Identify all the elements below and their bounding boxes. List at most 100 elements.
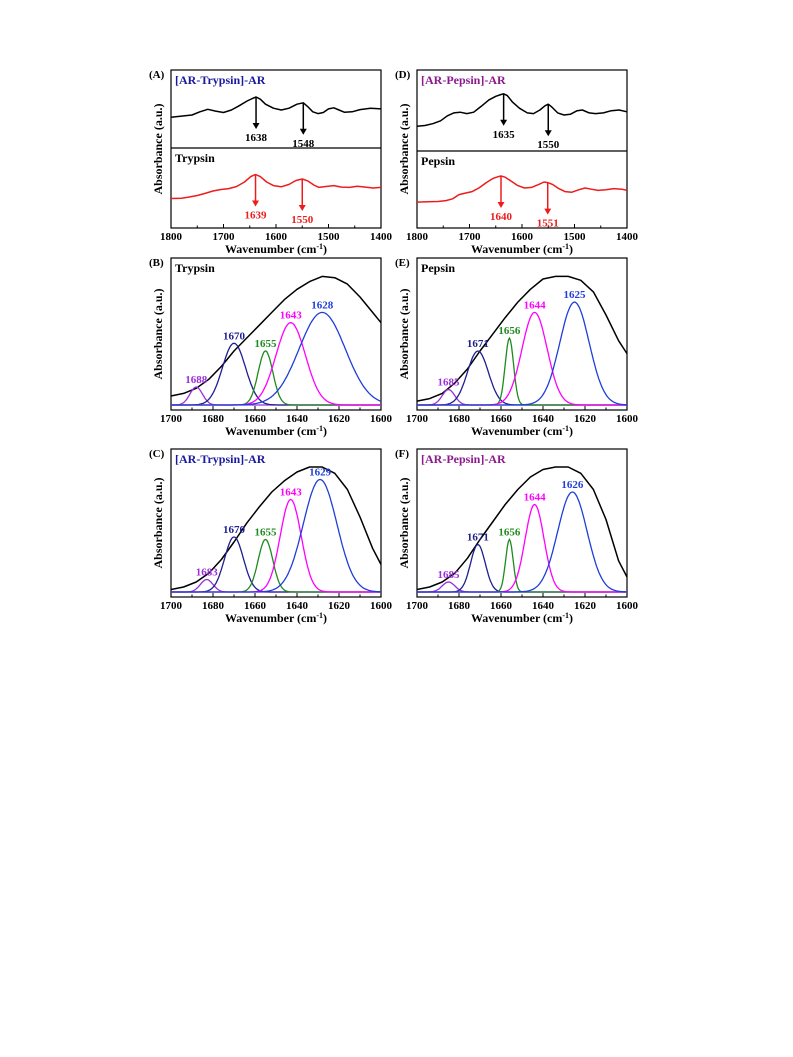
x-tick-label: 1800 <box>160 231 183 243</box>
panel-D: (D) 1800 1700 1600 1500 1400 Wavenumber (cm-1)… <box>395 69 639 256</box>
band-1685 <box>417 581 627 593</box>
peak-label: 1638 <box>245 132 268 144</box>
panel-C: (C) 1700 1680 1660 1640 1620 1600 Wavenumber (c… <box>149 448 393 625</box>
x-axis-label: Wavenumber (cm-1) <box>225 424 327 438</box>
peak-label: 1635 <box>493 129 516 141</box>
band-label: 1671 <box>467 338 489 350</box>
x-tick-label: 1600 <box>511 231 534 243</box>
peak-label: 1548 <box>292 138 315 150</box>
y-axis-label: Absorbance (a.u.) <box>151 477 165 568</box>
band-label: 1685 <box>438 569 461 581</box>
series-name: Trypsin <box>175 151 215 165</box>
peak-arrowhead <box>299 128 307 135</box>
x-tick-label: 1640 <box>286 413 309 425</box>
band-label: 1626 <box>561 479 584 491</box>
x-tick-label: 1640 <box>532 413 555 425</box>
series-line <box>416 175 628 203</box>
x-tick-label: 1600 <box>265 231 288 243</box>
envelope-line <box>170 466 382 591</box>
x-tick-label: 1680 <box>202 600 225 612</box>
peak-label: 1551 <box>537 218 559 230</box>
x-tick-label: 1400 <box>370 231 393 243</box>
panel-A: (A) 1800 1700 1600 1500 1400 Wavenumber (cm-1)… <box>149 69 393 256</box>
series-line <box>416 93 628 127</box>
x-axis-label: Wavenumber (cm-1) <box>225 611 327 625</box>
band-1683 <box>171 578 381 593</box>
x-tick-label: 1600 <box>616 413 639 425</box>
band-1626 <box>417 491 627 593</box>
peak-arrowhead <box>544 130 552 137</box>
peak-label: 1639 <box>245 210 268 222</box>
x-tick-label: 1660 <box>490 600 513 612</box>
x-tick-label: 1500 <box>564 231 587 243</box>
panel-label: (C) <box>149 448 165 460</box>
band-1688 <box>171 386 381 406</box>
band-1670 <box>171 536 381 593</box>
band-1629 <box>171 478 381 593</box>
x-tick-label: 1680 <box>448 413 471 425</box>
x-tick-label: 1700 <box>406 413 429 425</box>
band-label: 1671 <box>467 532 489 544</box>
band-label: 1643 <box>280 487 303 499</box>
y-axis-label: Absorbance (a.u.) <box>151 288 165 379</box>
panel-F: (F) 1700 1680 1660 1640 1620 1600 Wavenumber (c… <box>395 448 639 625</box>
x-tick-label: 1620 <box>328 600 351 612</box>
band-label: 1629 <box>309 467 332 479</box>
x-tick-label: 1620 <box>574 413 597 425</box>
x-tick-label: 1680 <box>448 600 471 612</box>
band-label: 1688 <box>185 374 208 386</box>
panel-label: (D) <box>395 69 411 81</box>
band-label: 1656 <box>498 325 521 337</box>
y-axis-label: Absorbance (a.u.) <box>151 103 165 194</box>
x-tick-label: 1700 <box>160 413 183 425</box>
panel-label: (A) <box>149 69 165 81</box>
x-tick-label: 1600 <box>370 600 393 612</box>
x-tick-label: 1660 <box>490 413 513 425</box>
peak-arrowhead <box>497 202 505 208</box>
x-tick-label: 1700 <box>160 600 183 612</box>
y-axis-label: Absorbance (a.u.) <box>397 288 411 379</box>
envelope-line <box>416 466 628 591</box>
plot-frame <box>416 69 628 229</box>
panel-title: Pepsin <box>421 261 455 275</box>
x-axis-label: Wavenumber (cm-1) <box>471 424 573 438</box>
envelope-line <box>170 275 382 397</box>
series-name: [AR-Trypsin]-AR <box>175 73 266 87</box>
band-label: 1625 <box>564 289 587 301</box>
x-axis-label: Wavenumber (cm-1) <box>225 242 327 256</box>
series-line <box>170 96 382 118</box>
peak-arrowhead <box>252 200 260 207</box>
x-tick-label: 1600 <box>370 413 393 425</box>
peak-arrowhead <box>544 208 552 215</box>
band-label: 1670 <box>223 524 246 536</box>
band-1625 <box>417 301 627 406</box>
x-axis-label: Wavenumber (cm-1) <box>471 242 573 256</box>
peak-arrowhead <box>252 123 260 130</box>
panel-title: Trypsin <box>175 261 215 275</box>
band-label: 1670 <box>223 330 246 342</box>
peak-label: 1550 <box>537 139 560 151</box>
y-axis-label: Absorbance (a.u.) <box>397 103 411 194</box>
band-label: 1655 <box>255 338 278 350</box>
band-label: 1685 <box>438 377 461 389</box>
x-tick-label: 1700 <box>406 600 429 612</box>
x-tick-label: 1500 <box>318 231 341 243</box>
peak-label: 1550 <box>291 214 314 226</box>
series-name: Pepsin <box>421 154 455 168</box>
band-label: 1644 <box>524 299 547 311</box>
panel-title: [AR-Trypsin]-AR <box>175 452 266 466</box>
x-tick-label: 1700 <box>459 231 482 243</box>
panel-title: [AR-Pepsin]-AR <box>421 452 506 466</box>
band-label: 1656 <box>498 527 521 539</box>
panel-label: (B) <box>149 257 164 269</box>
band-label: 1655 <box>255 527 278 539</box>
panel-E: (E) 1700 1680 1660 1640 1620 1600 Wavenumber (c… <box>395 257 639 438</box>
panel-B: (B) 1700 1680 1660 1640 1620 1600 Wavenumber (c… <box>149 257 393 438</box>
x-tick-label: 1400 <box>616 231 639 243</box>
band-1628 <box>171 311 382 406</box>
peak-label: 1640 <box>490 211 513 223</box>
x-tick-label: 1640 <box>532 600 555 612</box>
band-label: 1644 <box>524 492 547 504</box>
series-name: [AR-Pepsin]-AR <box>421 73 506 87</box>
